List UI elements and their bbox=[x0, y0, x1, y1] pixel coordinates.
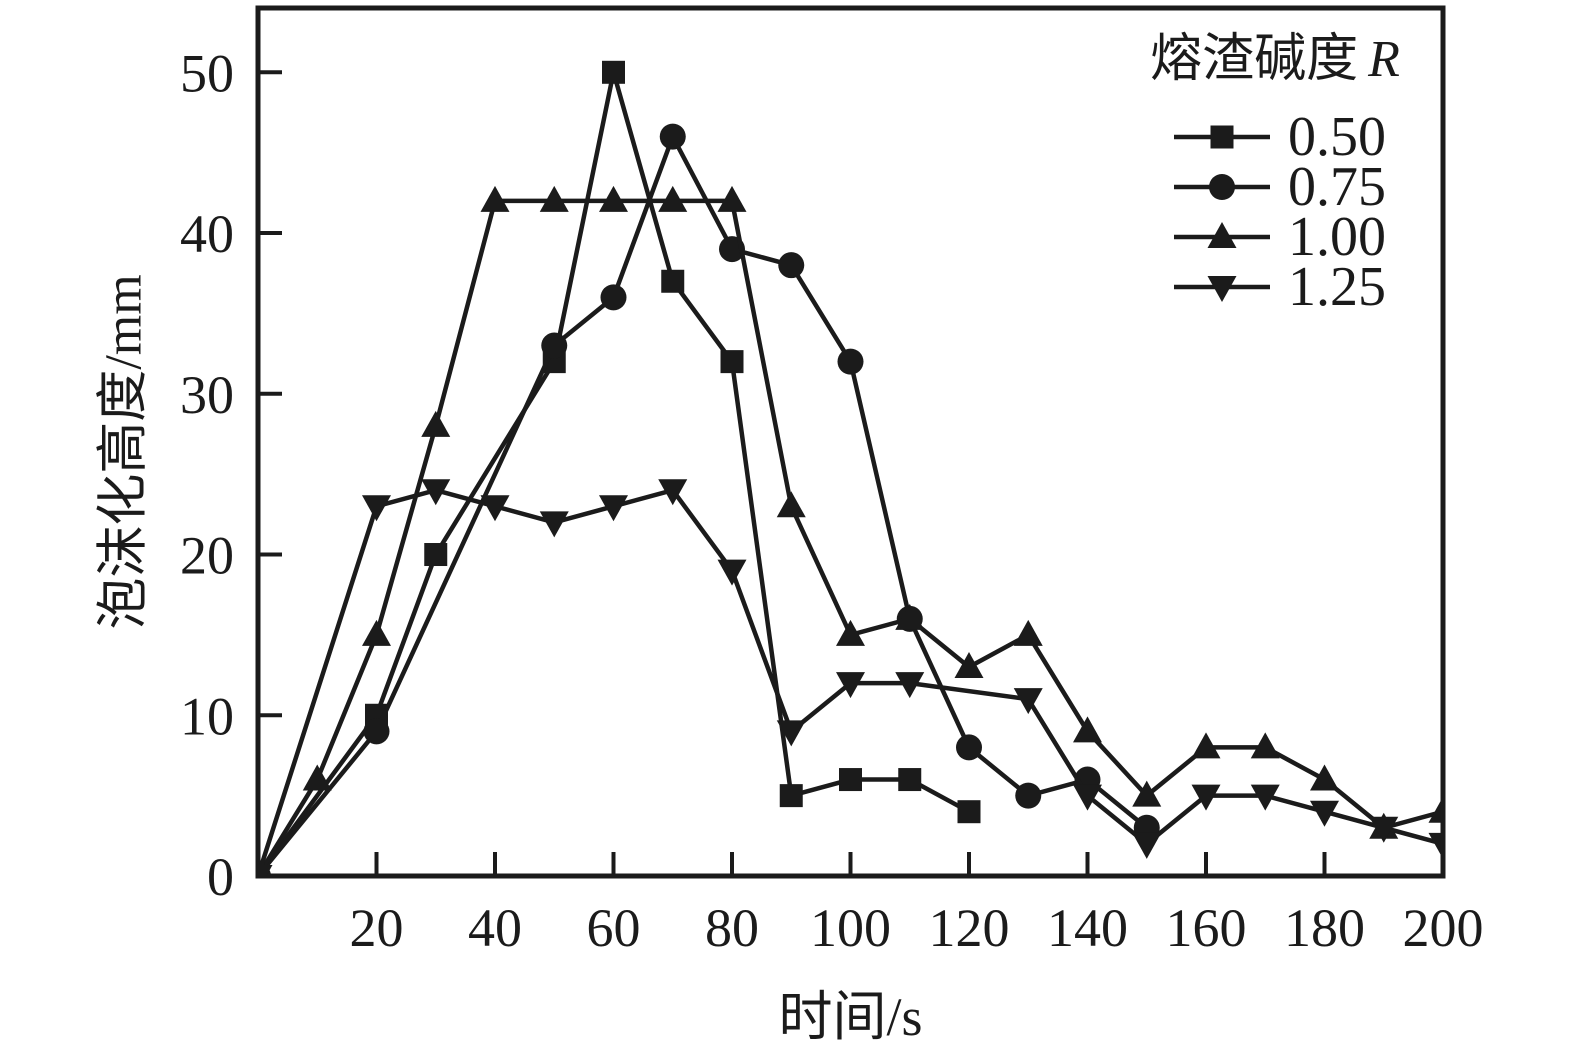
x-tick-label: 40 bbox=[468, 898, 522, 958]
x-tick-label: 180 bbox=[1284, 898, 1365, 958]
series-R=1.00 bbox=[258, 185, 1443, 876]
legend-item-r-0-75: 0.75 bbox=[1172, 156, 1455, 218]
series-line bbox=[258, 131, 1149, 876]
x-tick-label: 120 bbox=[929, 898, 1010, 958]
x-tick-label: 200 bbox=[1403, 898, 1484, 958]
x-tick-label: 20 bbox=[350, 898, 404, 958]
y-tick-label: 0 bbox=[207, 847, 234, 907]
legend-label: 0.50 bbox=[1288, 106, 1386, 168]
legend-label: 0.75 bbox=[1288, 156, 1386, 218]
y-tick-label: 40 bbox=[180, 204, 234, 264]
legend-label: 1.25 bbox=[1288, 256, 1386, 318]
legend-marker-triangle-down-icon bbox=[1174, 276, 1270, 302]
series-R=1.25 bbox=[258, 479, 1443, 876]
x-tick-label: 80 bbox=[705, 898, 759, 958]
series-R=0.50 bbox=[258, 60, 981, 876]
x-axis-title: 时间/s bbox=[778, 987, 923, 1047]
legend-item-r-1-00: 1.00 bbox=[1172, 206, 1455, 268]
y-tick-label: 10 bbox=[180, 686, 234, 746]
y-tick-label: 50 bbox=[180, 43, 234, 103]
legend-title-symbol: R bbox=[1368, 31, 1400, 88]
legend-title-text: 熔渣碱度 bbox=[1150, 31, 1359, 88]
x-tick-label: 60 bbox=[587, 898, 641, 958]
legend-marker-circle-icon bbox=[1174, 174, 1270, 200]
legend-item-r-0-50: 0.50 bbox=[1172, 106, 1455, 168]
x-tick-label: 160 bbox=[1166, 898, 1247, 958]
legend: 熔渣碱度 R 0.50 0.75 1.00 1.25 bbox=[1125, 30, 1455, 318]
legend-label: 1.00 bbox=[1288, 206, 1386, 268]
legend-title: 熔渣碱度 R bbox=[1125, 30, 1425, 90]
legend-entries: 0.50 0.75 1.00 1.25 bbox=[1172, 106, 1455, 318]
y-axis-title: 泡沫化高度/mm bbox=[95, 274, 153, 630]
x-tick-label: 100 bbox=[810, 898, 891, 958]
legend-item-r-1-25: 1.25 bbox=[1172, 256, 1455, 318]
y-tick-label: 20 bbox=[180, 526, 234, 586]
x-tick-label: 140 bbox=[1047, 898, 1128, 958]
legend-marker-triangle-up-icon bbox=[1174, 222, 1270, 248]
y-tick-label: 30 bbox=[180, 365, 234, 425]
legend-marker-square-icon bbox=[1174, 125, 1270, 149]
